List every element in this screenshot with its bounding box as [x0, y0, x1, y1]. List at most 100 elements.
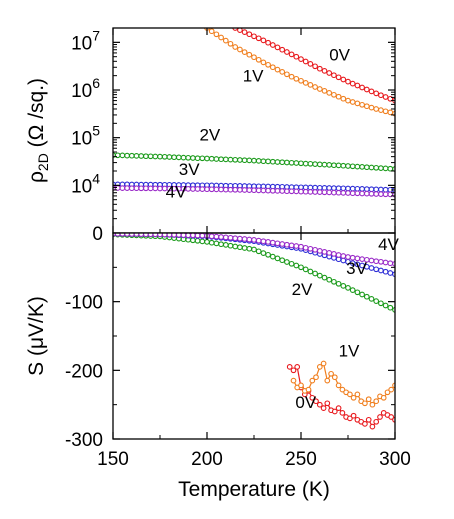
- data-point: [368, 186, 375, 193]
- data-point: [288, 51, 295, 58]
- data-point: [368, 88, 375, 95]
- data-point: [279, 241, 286, 247]
- data-point: [373, 266, 380, 273]
- data-point: [335, 382, 342, 389]
- data-point: [382, 302, 389, 309]
- data-point: [128, 152, 135, 159]
- data-point: [288, 242, 295, 249]
- data-point: [279, 257, 286, 264]
- series-label: 0V: [329, 45, 350, 64]
- data-point: [307, 61, 314, 67]
- data-point: [265, 61, 271, 68]
- data-point: [255, 248, 262, 255]
- data-point: [251, 187, 257, 194]
- series-4V: [113, 233, 395, 267]
- data-point: [138, 153, 145, 159]
- data-point: [335, 280, 342, 287]
- data-point: [290, 377, 297, 384]
- data-point: [213, 186, 220, 193]
- data-point: [349, 185, 356, 192]
- data-point: [227, 40, 234, 47]
- data-point: [298, 243, 304, 250]
- data-point: [363, 164, 370, 171]
- data-point: [241, 49, 248, 55]
- data-point: [286, 364, 293, 370]
- data-point: [265, 239, 271, 245]
- data-point: [190, 186, 196, 192]
- data-point: [363, 190, 370, 197]
- data-point: [316, 65, 323, 72]
- data-point: [378, 107, 384, 113]
- data-point: [363, 86, 370, 93]
- data-point: [124, 152, 130, 159]
- data-point: [143, 185, 149, 192]
- data-point: [340, 190, 347, 196]
- plot-area: [113, 28, 395, 198]
- data-point: [204, 155, 210, 162]
- data-point: [380, 394, 387, 401]
- data-point: [339, 386, 346, 393]
- data-point: [354, 289, 361, 296]
- data-point: [227, 186, 234, 193]
- data-point: [326, 276, 333, 283]
- data-point: [354, 100, 361, 107]
- data-point: [326, 162, 333, 168]
- data-point: [251, 237, 257, 243]
- data-point: [213, 240, 220, 247]
- data-point: [255, 187, 262, 194]
- data-point: [316, 401, 323, 408]
- data-point: [312, 161, 318, 167]
- data-point: [335, 162, 342, 169]
- data-point: [298, 160, 304, 167]
- data-point: [312, 84, 318, 90]
- data-point: [316, 272, 323, 279]
- data-point: [199, 155, 206, 162]
- data-point: [246, 31, 253, 38]
- data-point: [208, 28, 215, 35]
- data-point: [316, 248, 323, 254]
- data-point: [265, 187, 271, 194]
- data-point: [373, 90, 380, 97]
- y-tick-label: 0: [92, 224, 103, 245]
- data-point: [237, 157, 243, 163]
- data-point: [335, 74, 342, 81]
- data-point: [335, 252, 342, 258]
- data-point: [232, 44, 239, 50]
- y-tick-label: -300: [65, 430, 103, 451]
- data-point: [218, 241, 224, 248]
- series-label: 2V: [292, 280, 313, 299]
- data-point: [331, 189, 337, 196]
- data-point: [326, 189, 333, 196]
- data-point: [365, 396, 372, 403]
- bottom-y-axis-label: S (μV/K): [25, 296, 48, 376]
- x-tick-label: 200: [191, 449, 223, 470]
- data-point: [328, 370, 334, 377]
- data-point: [298, 56, 304, 62]
- data-point: [194, 186, 201, 192]
- data-point: [378, 300, 384, 307]
- data-point: [232, 243, 239, 250]
- data-point: [313, 398, 319, 405]
- data-point: [373, 164, 380, 171]
- y-tick-label: 107: [71, 27, 100, 54]
- data-point: [302, 266, 309, 273]
- data-point: [307, 82, 314, 88]
- data-point: [339, 410, 346, 416]
- data-point: [274, 159, 281, 165]
- data-point: [331, 72, 337, 79]
- data-point: [138, 185, 145, 192]
- data-point: [321, 161, 328, 168]
- data-point: [284, 259, 290, 265]
- data-point: [124, 233, 130, 237]
- data-point: [294, 364, 301, 370]
- x-axis-title: Temperature (K): [178, 478, 330, 501]
- data-point: [321, 68, 328, 74]
- data-point: [204, 239, 210, 245]
- data-point: [227, 234, 234, 241]
- data-point: [288, 188, 295, 195]
- data-point: [307, 268, 314, 275]
- data-point: [222, 156, 229, 163]
- series-4V: [113, 185, 395, 198]
- data-point: [298, 188, 304, 195]
- data-point: [246, 236, 253, 243]
